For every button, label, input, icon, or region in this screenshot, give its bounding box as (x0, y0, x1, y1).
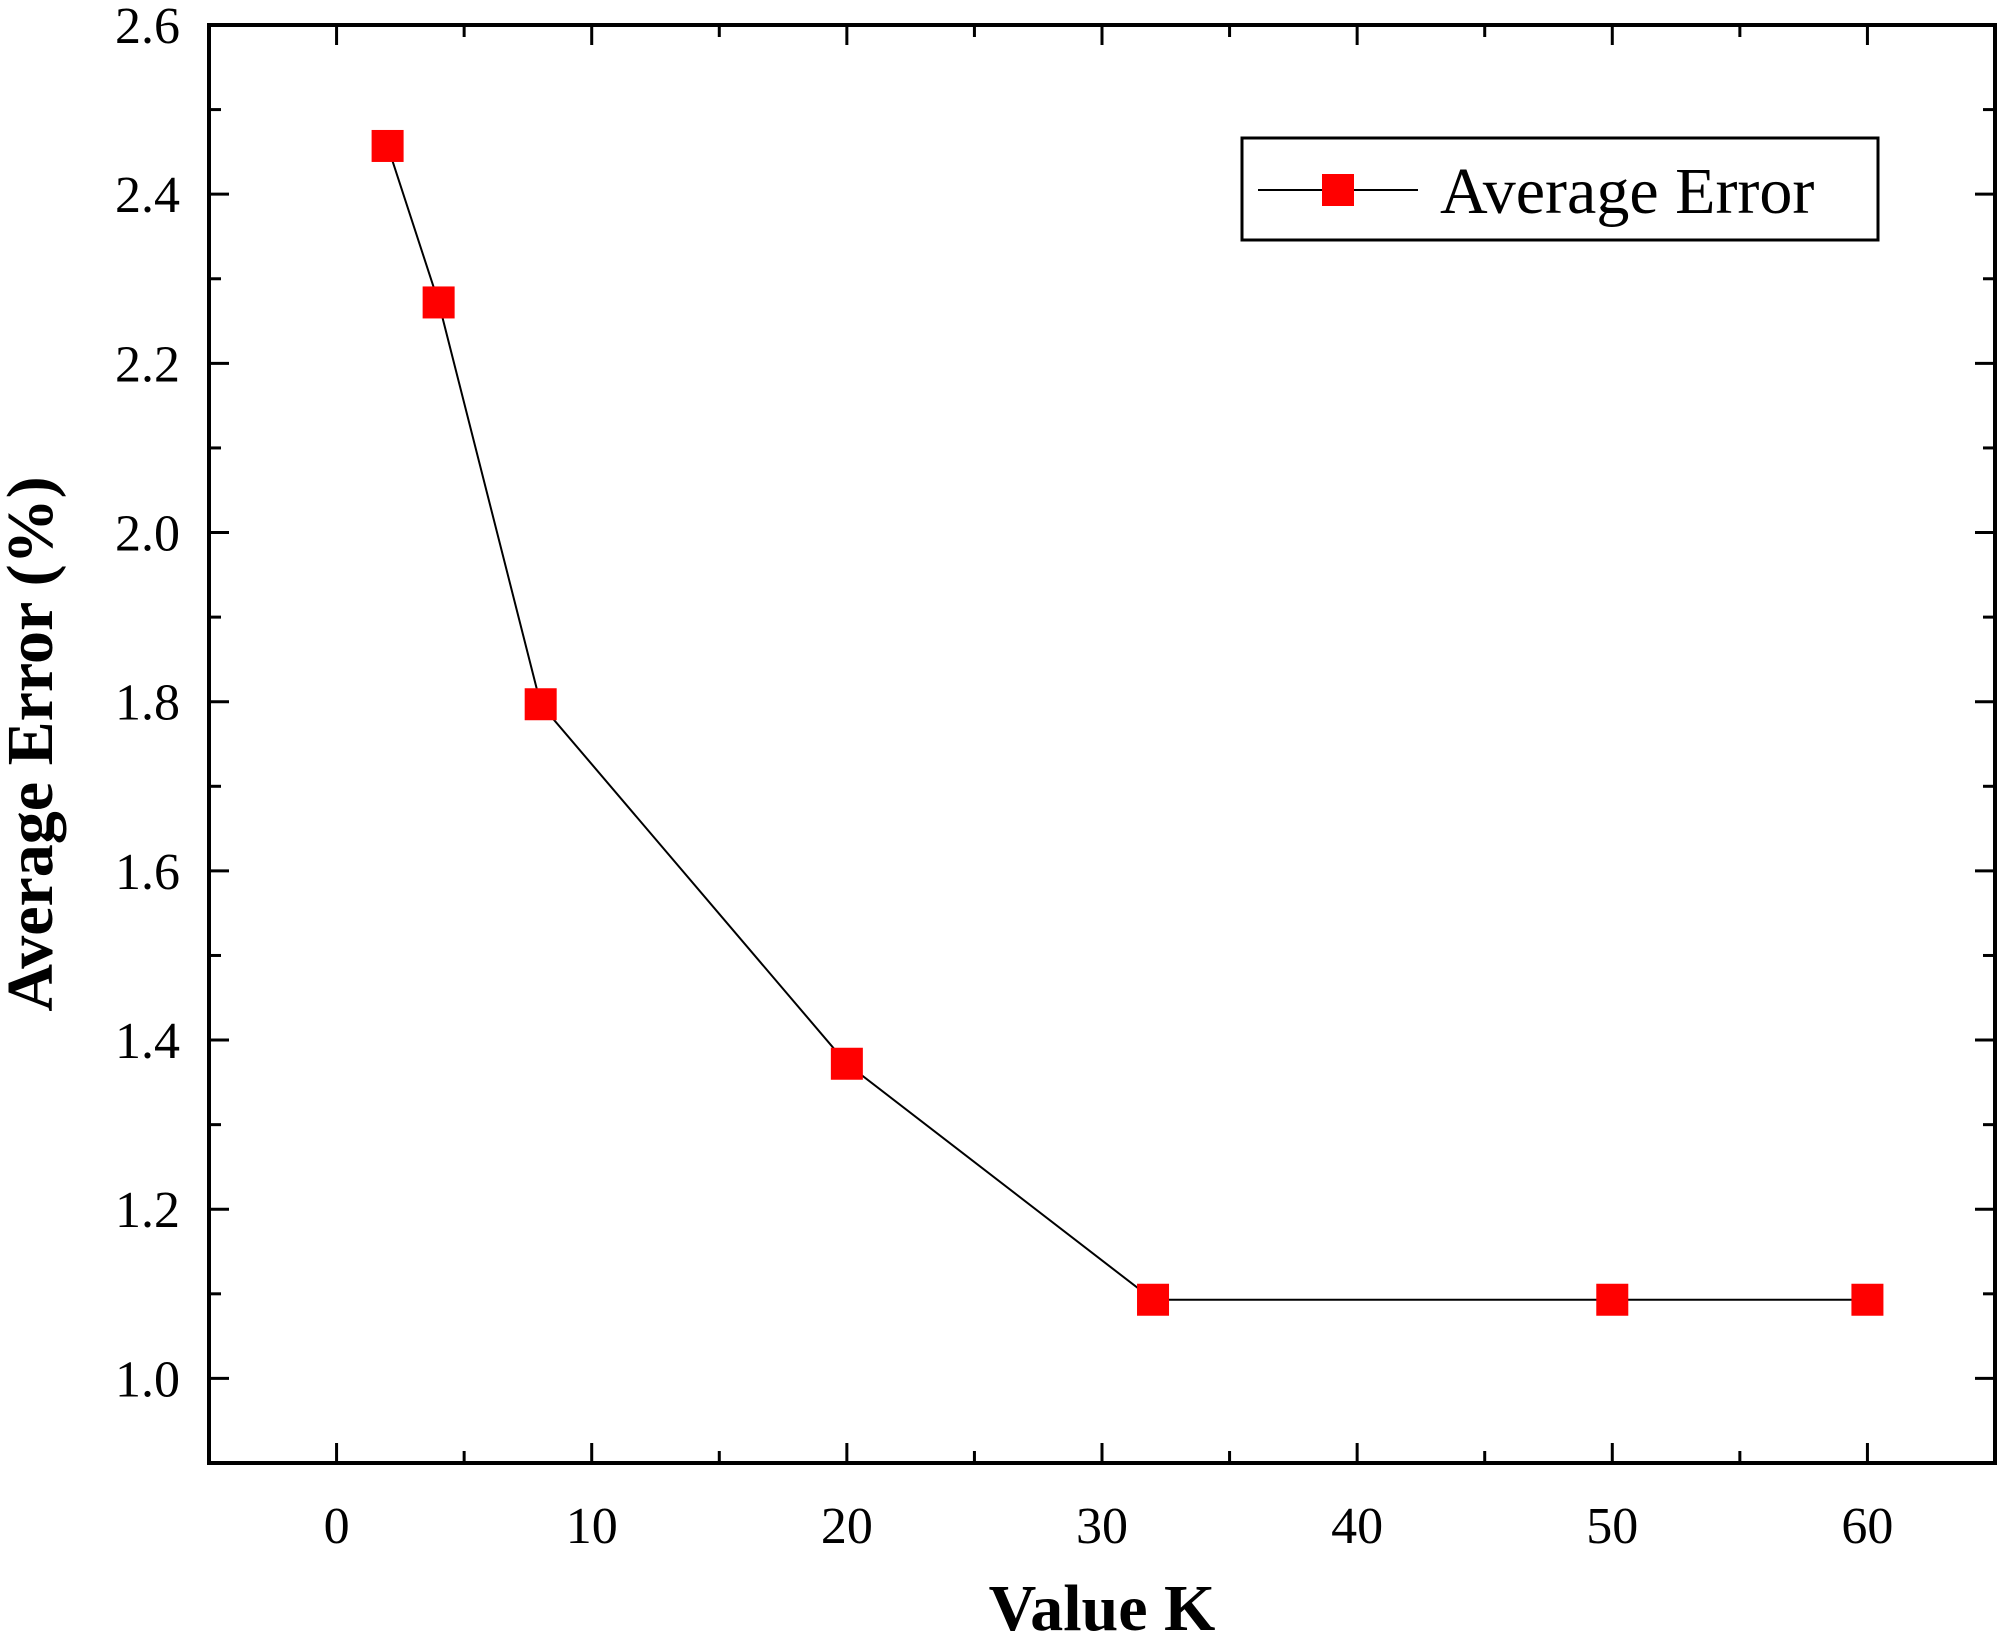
x-tick-label: 60 (1841, 1498, 1893, 1555)
data-point (422, 286, 455, 319)
x-tick-label: 10 (566, 1498, 618, 1555)
series-line (386, 145, 1868, 1301)
series-layer (371, 129, 1884, 1316)
data-point (1596, 1283, 1629, 1316)
x-tick-label: 50 (1586, 1498, 1638, 1555)
x-tick-label: 30 (1076, 1498, 1128, 1555)
y-tick-label: 1.6 (115, 844, 180, 901)
y-tick-label: 2.6 (115, 0, 180, 55)
legend-label: Average Error (1440, 155, 1814, 228)
y-tick-label: 1.8 (115, 675, 180, 732)
x-tick-label: 0 (324, 1498, 350, 1555)
data-point (524, 688, 557, 721)
data-point (1851, 1283, 1884, 1316)
data-point (371, 129, 404, 162)
x-tick-label: 20 (821, 1498, 873, 1555)
y-tick-label: 1.0 (115, 1351, 180, 1408)
data-point (1137, 1283, 1170, 1316)
data-point (830, 1047, 863, 1080)
y-tick-label: 2.4 (115, 167, 180, 224)
legend: Average Error (1240, 136, 1880, 242)
x-axis-title: Value K (989, 1572, 1216, 1638)
x-tick-label: 40 (1331, 1498, 1383, 1555)
y-tick-label: 1.4 (115, 1013, 180, 1070)
y-tick-label: 2.2 (115, 336, 180, 393)
legend-marker (1322, 174, 1354, 206)
y-axis-title: Average Error (%) (0, 476, 67, 1011)
y-tick-label: 1.2 (115, 1182, 180, 1239)
y-axis: 1.0 1.2 1.4 1.6 1.8 2.0 2.2 2.4 2.6 (115, 0, 1995, 1408)
x-axis: 0 10 20 30 40 50 60 (324, 25, 1893, 1555)
y-tick-label: 2.0 (115, 506, 180, 563)
